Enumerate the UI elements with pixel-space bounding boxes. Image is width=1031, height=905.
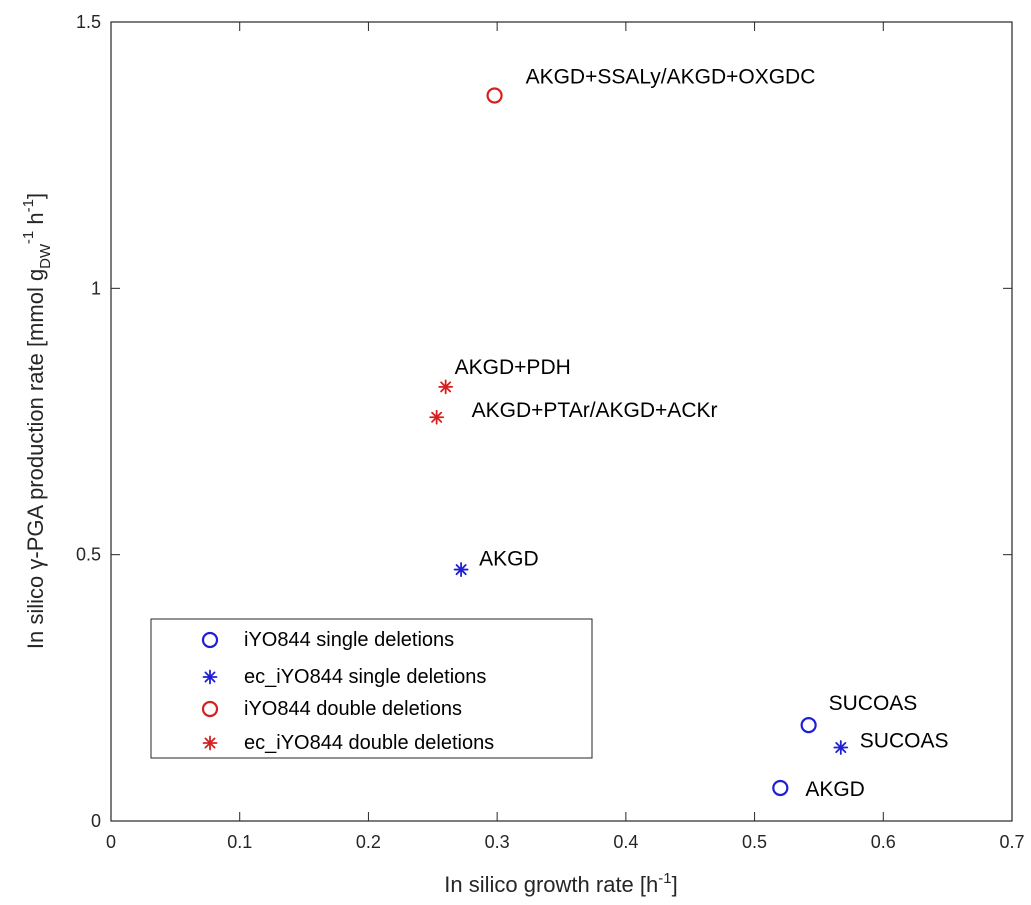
data-point [833,740,849,755]
y-axis-title-tail: ] [23,193,48,199]
legend-marker [201,700,219,718]
x-axis-title-tail: ] [672,872,678,897]
x-tick-label: 0.1 [227,832,252,852]
x-tick-label: 0.7 [999,832,1024,852]
y-axis-title-mid: h [23,212,48,230]
legend-marker [202,735,218,751]
x-tick-label: 0.4 [613,832,638,852]
data-point [438,379,454,395]
y-tick-label: 1 [91,278,101,298]
data-points [429,87,849,797]
y-axis-title: In silico γ-PGA production rate [mmol gD… [20,193,54,649]
legend-label-4: ec_iYO844 double deletions [244,732,494,754]
x-axis-ticks: 0 0.1 0.2 0.3 0.4 0.5 0.6 0.7 [106,22,1025,852]
x-axis-title-main: In silico growth rate [h [444,872,658,897]
x-tick-label: 0 [106,832,116,852]
legend: iYO844 single deletions ec_iYO844 single… [150,618,593,759]
data-point [453,562,469,577]
legend-marker [202,669,218,685]
data-point [800,717,817,734]
legend-label-1: iYO844 single deletions [244,629,454,651]
point-label: AKGD+PTAr/AKGD+ACKr [472,399,718,422]
legend-box [150,618,593,759]
point-label: SUCOAS [829,692,918,715]
x-tick-label: 0.5 [742,832,767,852]
y-axis-ticks: 0 0.5 1 1.5 [76,12,1012,831]
y-tick-label: 0.5 [76,545,101,565]
x-tick-label: 0.6 [871,832,896,852]
point-label: SUCOAS [860,729,949,752]
x-axis-title: In silico growth rate [h-1] [444,870,677,897]
y-axis-title-sup1: -1 [20,231,37,244]
point-labels: SUCOAS AKGD SUCOAS AKGD AKGD+SSALy/AKGD+OXGD… [455,66,949,801]
y-axis-title-main: In silico γ-PGA production rate [mmol g [23,269,48,649]
point-label: AKGD [805,778,865,801]
point-label: AKGD+SSALy/AKGD+OXGDC [526,66,816,89]
point-label: AKGD+PDH [455,356,571,379]
legend-label-3: iYO844 double deletions [244,698,462,720]
y-tick-label: 0 [91,811,101,831]
y-tick-label: 1.5 [76,12,101,32]
x-tick-label: 0.3 [485,832,510,852]
x-axis-title-sup: -1 [658,870,671,887]
x-tick-label: 0.2 [356,832,381,852]
data-point [486,87,503,104]
legend-marker [201,631,219,649]
y-axis-title-sub: DW [37,243,54,269]
data-point [429,409,445,425]
y-axis-title-sup2: -1 [20,199,37,212]
point-label: AKGD [479,548,539,571]
data-point [772,779,789,797]
legend-label-2: ec_iYO844 single deletions [244,666,486,688]
legend-markers [201,631,219,751]
